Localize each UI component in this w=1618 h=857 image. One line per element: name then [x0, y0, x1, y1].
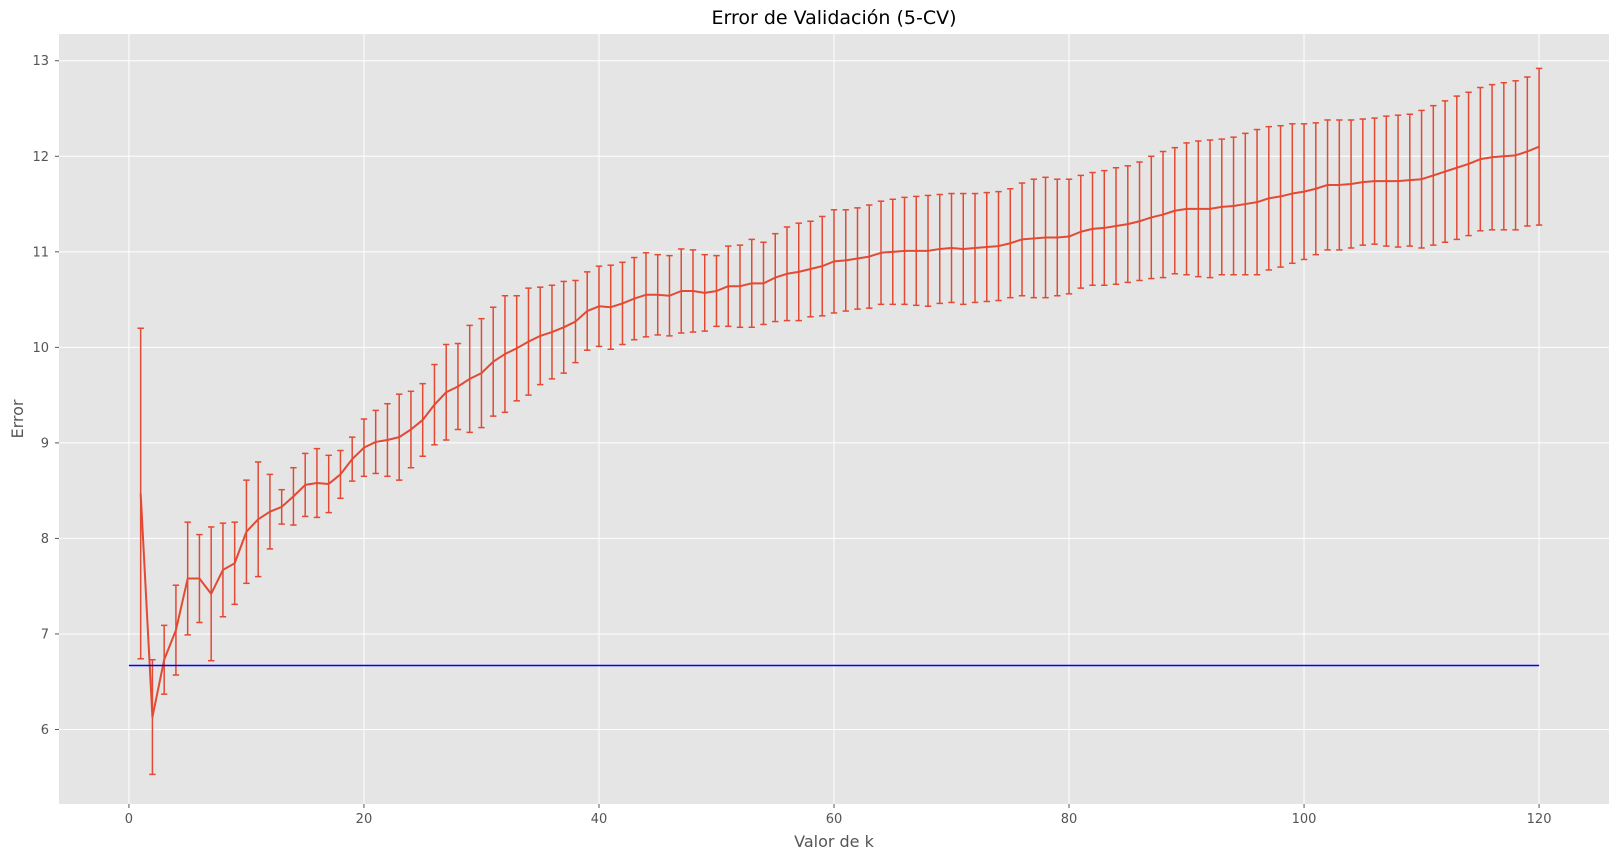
x-tick-label: 80	[1061, 812, 1078, 827]
x-tick-label: 100	[1292, 812, 1317, 827]
y-tick-label: 11	[32, 245, 49, 260]
y-tick-label: 9	[41, 436, 49, 451]
x-axis-label: Valor de k	[794, 832, 874, 851]
x-tick-label: 40	[591, 812, 608, 827]
y-tick-label: 6	[41, 723, 49, 738]
error-bar	[137, 327, 144, 660]
x-tick-label: 20	[356, 812, 373, 827]
chart-title: Error de Validación (5-CV)	[711, 7, 956, 29]
y-tick-label: 10	[32, 341, 49, 356]
y-tick-label: 12	[32, 150, 49, 165]
x-tick-label: 60	[826, 812, 843, 827]
y-axis-label: Error	[8, 399, 27, 438]
error-series-line	[139, 145, 1540, 719]
y-tick-label: 7	[41, 627, 49, 642]
x-tick-label: 0	[125, 812, 133, 827]
y-tick-label: 13	[32, 54, 49, 69]
ticks: 0 20 40 60 80 100 120 6 7 8 9 10 11 12 13	[32, 54, 1551, 827]
series-layer	[128, 67, 1543, 776]
y-tick-label: 8	[41, 532, 49, 547]
x-tick-label: 120	[1527, 812, 1552, 827]
